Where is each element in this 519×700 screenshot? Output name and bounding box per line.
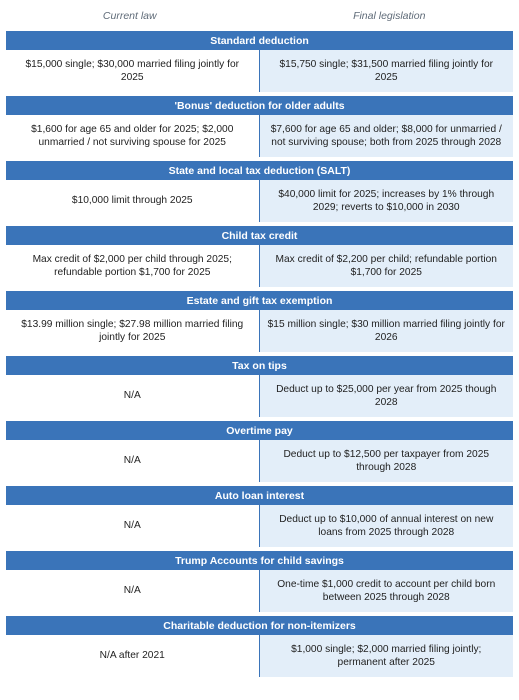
table-row: N/A One-time $1,000 credit to account pe… [6,570,513,612]
section-title: Child tax credit [6,226,513,245]
final-legislation-cell: $1,000 single; $2,000 married filing joi… [259,635,513,677]
final-legislation-cell: Deduct up to $10,000 of annual interest … [259,505,513,547]
table-row: $15,000 single; $30,000 married filing j… [6,50,513,92]
section-estate-gift-tax: Estate and gift tax exemption $13.99 mil… [0,291,519,352]
section-title: 'Bonus' deduction for older adults [6,96,513,115]
final-legislation-cell: $15 million single; $30 million married … [259,310,513,352]
section-auto-loan-interest: Auto loan interest N/A Deduct up to $10,… [0,486,519,547]
current-law-cell: Max credit of $2,000 per child through 2… [6,245,260,287]
final-legislation-cell: Max credit of $2,200 per child; refundab… [259,245,513,287]
section-title: Trump Accounts for child savings [6,551,513,570]
section-title: Tax on tips [6,356,513,375]
section-salt-deduction: State and local tax deduction (SALT) $10… [0,161,519,222]
final-legislation-cell: One-time $1,000 credit to account per ch… [259,570,513,612]
section-title: Charitable deduction for non-itemizers [6,616,513,635]
table-row: N/A after 2021 $1,000 single; $2,000 mar… [6,635,513,677]
current-law-cell: $1,600 for age 65 and older for 2025; $2… [6,115,260,157]
final-legislation-cell: $15,750 single; $31,500 married filing j… [259,50,513,92]
table-row: Max credit of $2,000 per child through 2… [6,245,513,287]
column-headers: Current law Final legislation [0,0,519,31]
section-trump-accounts: Trump Accounts for child savings N/A One… [0,551,519,612]
current-law-cell: N/A [6,375,260,417]
current-law-cell: $13.99 million single; $27.98 million ma… [6,310,260,352]
section-standard-deduction: Standard deduction $15,000 single; $30,0… [0,31,519,92]
current-law-cell: $10,000 limit through 2025 [6,180,260,222]
current-law-cell: N/A [6,440,260,482]
section-title: Standard deduction [6,31,513,50]
final-legislation-cell: $40,000 limit for 2025; increases by 1% … [259,180,513,222]
section-tax-on-tips: Tax on tips N/A Deduct up to $25,000 per… [0,356,519,417]
section-title: Estate and gift tax exemption [6,291,513,310]
table-row: N/A Deduct up to $25,000 per year from 2… [6,375,513,417]
final-legislation-cell: Deduct up to $25,000 per year from 2025 … [259,375,513,417]
section-charitable-deduction: Charitable deduction for non-itemizers N… [0,616,519,677]
final-legislation-header: Final legislation [353,9,426,22]
section-bonus-deduction: 'Bonus' deduction for older adults $1,60… [0,96,519,157]
table-row: N/A Deduct up to $10,000 of annual inter… [6,505,513,547]
table-row: $13.99 million single; $27.98 million ma… [6,310,513,352]
section-title: State and local tax deduction (SALT) [6,161,513,180]
section-title: Overtime pay [6,421,513,440]
final-legislation-cell: Deduct up to $12,500 per taxpayer from 2… [259,440,513,482]
current-law-cell: $15,000 single; $30,000 married filing j… [6,50,260,92]
section-child-tax-credit: Child tax credit Max credit of $2,000 pe… [0,226,519,287]
table-row: N/A Deduct up to $12,500 per taxpayer fr… [6,440,513,482]
current-law-header: Current law [102,9,157,22]
table-row: $1,600 for age 65 and older for 2025; $2… [6,115,513,157]
current-law-cell: N/A [6,505,260,547]
current-law-cell: N/A [6,570,260,612]
table-row: $10,000 limit through 2025 $40,000 limit… [6,180,513,222]
section-title: Auto loan interest [6,486,513,505]
final-legislation-cell: $7,600 for age 65 and older; $8,000 for … [259,115,513,157]
section-overtime-pay: Overtime pay N/A Deduct up to $12,500 pe… [0,421,519,482]
current-law-cell: N/A after 2021 [6,635,260,677]
